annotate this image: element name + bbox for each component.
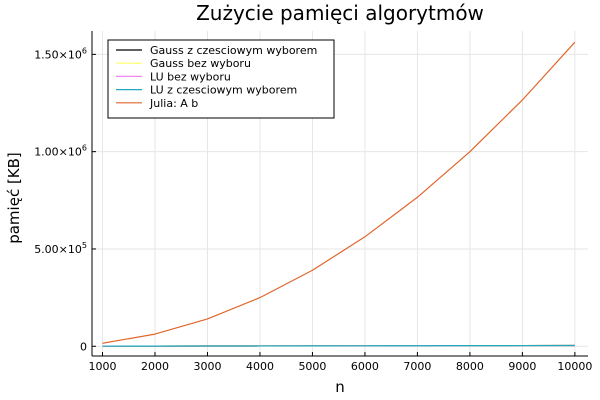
x-tick-label: 4000 <box>246 360 274 373</box>
x-tick-label: 2000 <box>141 360 169 373</box>
y-tick-label: 5.00×105 <box>34 241 87 256</box>
legend-box <box>107 39 335 119</box>
y-axis-label: pamięć [KB] <box>5 152 23 244</box>
series-group <box>102 41 576 347</box>
x-tick-label: 8000 <box>456 360 484 373</box>
axes: 1000 2000 3000 4000 5000 6000 7000 8000 9000 1000… <box>34 31 592 373</box>
legend-label: Gauss bez wyboru <box>150 57 251 70</box>
legend-label: Julia: A b <box>149 97 198 110</box>
x-tick-label: 6000 <box>351 360 379 373</box>
x-tick-label: 5000 <box>298 360 326 373</box>
y-tick-label: 1.50×106 <box>34 46 87 61</box>
x-tick-label: 9000 <box>508 360 536 373</box>
series-line <box>102 41 576 344</box>
x-tick-label: 7000 <box>403 360 431 373</box>
chart-title: Zużycie pamięci algorytmów <box>196 1 484 25</box>
x-tick-label: 10000 <box>557 360 592 373</box>
y-tick-label: 1.00×106 <box>34 144 87 159</box>
x-axis-label: n <box>335 378 345 396</box>
series-line <box>102 344 575 347</box>
legend-label: Gauss z czesciowym wyborem <box>150 44 317 57</box>
legend-label: LU bez wyboru <box>150 70 231 83</box>
legend-label: LU z czesciowym wyborem <box>150 84 297 97</box>
x-tick-label: 1000 <box>88 360 116 373</box>
x-tick-label: 3000 <box>193 360 221 373</box>
y-tick-label: 0 <box>80 340 87 353</box>
